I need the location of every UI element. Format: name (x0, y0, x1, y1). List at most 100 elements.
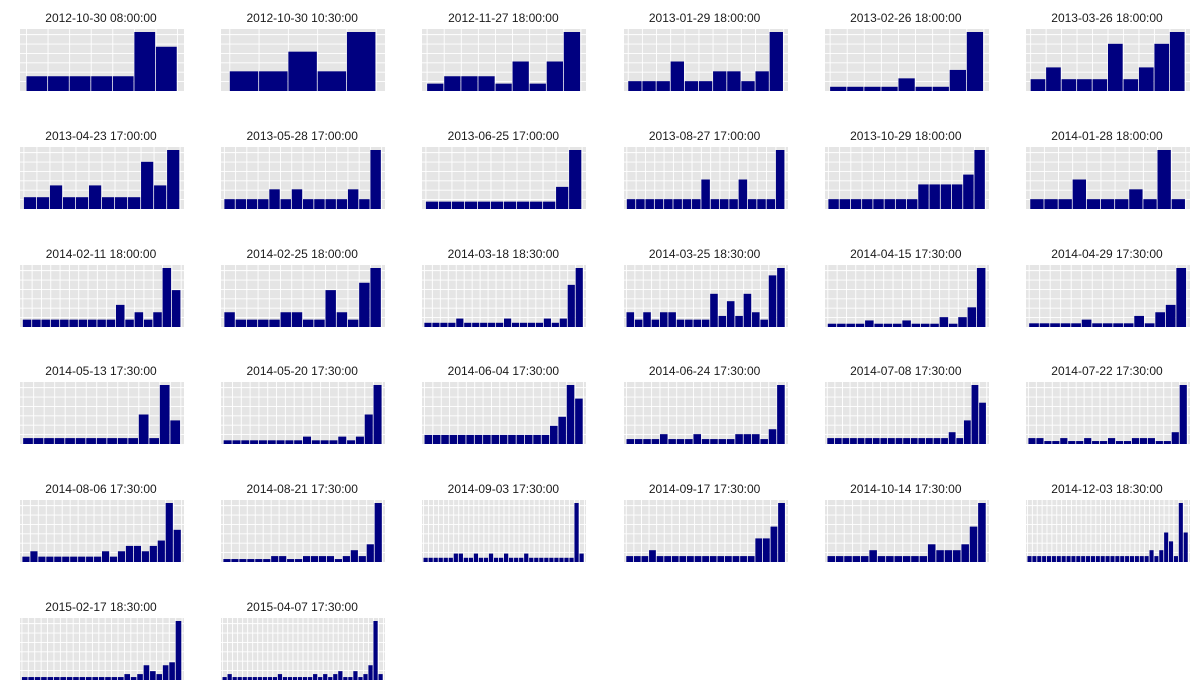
bar (269, 319, 280, 327)
bar (303, 319, 314, 327)
bar (353, 671, 358, 680)
gridlines (1026, 500, 1190, 563)
bar (461, 76, 478, 91)
bar (92, 677, 98, 680)
bar (65, 438, 75, 445)
bar (424, 322, 432, 327)
bar (364, 414, 373, 445)
bar (319, 556, 327, 563)
panel-title: 2014-04-15 17:30:00 (850, 246, 962, 261)
bar (237, 677, 243, 680)
bar (327, 556, 335, 563)
bar (283, 677, 288, 680)
bar (313, 674, 318, 680)
bar (102, 551, 110, 563)
bar (75, 196, 89, 209)
bar (768, 429, 776, 445)
bar (648, 550, 656, 563)
bar (472, 322, 480, 327)
bar (651, 439, 659, 445)
bar (1086, 556, 1091, 563)
bar (336, 198, 348, 209)
bar (895, 438, 903, 445)
bar (91, 76, 112, 91)
panel-plot (1026, 146, 1190, 209)
bar (223, 559, 231, 563)
chart-panel: 2014-07-08 17:30:00 (811, 363, 1001, 447)
gridlines (221, 618, 386, 680)
bar (312, 440, 321, 445)
bar (755, 71, 769, 91)
bar (247, 559, 255, 563)
bar (516, 435, 525, 445)
bar (373, 621, 378, 680)
bar (483, 435, 492, 445)
bar (1144, 556, 1149, 563)
bar (684, 81, 698, 91)
bar (133, 546, 142, 563)
bar (1143, 198, 1157, 209)
panel-plot (1026, 264, 1190, 327)
bar (855, 323, 865, 327)
bar (679, 556, 686, 563)
bar (128, 438, 138, 445)
bar (634, 319, 643, 327)
bar (320, 440, 329, 445)
chart-panel: 2012-10-30 10:30:00 (207, 10, 397, 94)
panel-title: 2014-09-03 17:30:00 (447, 482, 560, 497)
gridlines (1026, 382, 1190, 445)
bar (847, 86, 864, 91)
bar (1138, 67, 1154, 91)
bar (227, 674, 232, 680)
panel-background (824, 382, 989, 445)
bar (936, 550, 944, 563)
bar (338, 671, 343, 680)
bar (267, 677, 273, 680)
panel-title: 2014-08-06 17:30:00 (45, 482, 157, 497)
bar (169, 662, 175, 680)
bar (291, 311, 303, 327)
bar (333, 674, 338, 680)
bar (69, 76, 91, 91)
bar (544, 557, 549, 563)
bar (777, 503, 785, 563)
bar (698, 81, 712, 91)
bar (567, 385, 575, 445)
bar (971, 385, 979, 445)
bar (579, 553, 585, 563)
panel-title: 2012-11-27 18:00:00 (448, 11, 559, 25)
bar (50, 319, 60, 327)
bar (247, 677, 253, 680)
bar (726, 71, 741, 91)
panel-title: 2014-06-24 17:30:00 (648, 364, 761, 379)
bar (656, 81, 670, 91)
bar (475, 435, 483, 445)
bar (374, 503, 382, 563)
bar (262, 677, 268, 680)
bar (496, 322, 504, 327)
bar (96, 438, 107, 445)
bar (173, 530, 181, 563)
bar (23, 438, 33, 445)
bar (948, 432, 956, 445)
bar (1171, 432, 1179, 445)
bar (458, 435, 466, 445)
panel-plot (1026, 500, 1190, 563)
bar (1110, 556, 1115, 563)
bar (1171, 198, 1185, 209)
bar (336, 311, 348, 327)
bar (927, 544, 936, 563)
bar (318, 677, 323, 680)
bar (633, 556, 641, 563)
bar (910, 438, 918, 445)
bar (474, 553, 479, 563)
gridlines (422, 264, 587, 327)
bar (433, 557, 439, 563)
bar (918, 184, 929, 209)
panel-title: 2014-06-04 17:30:00 (447, 364, 560, 379)
bar (1155, 441, 1163, 445)
bar (1036, 438, 1044, 445)
bar (508, 435, 517, 445)
bar (488, 322, 496, 327)
bar (478, 201, 491, 209)
